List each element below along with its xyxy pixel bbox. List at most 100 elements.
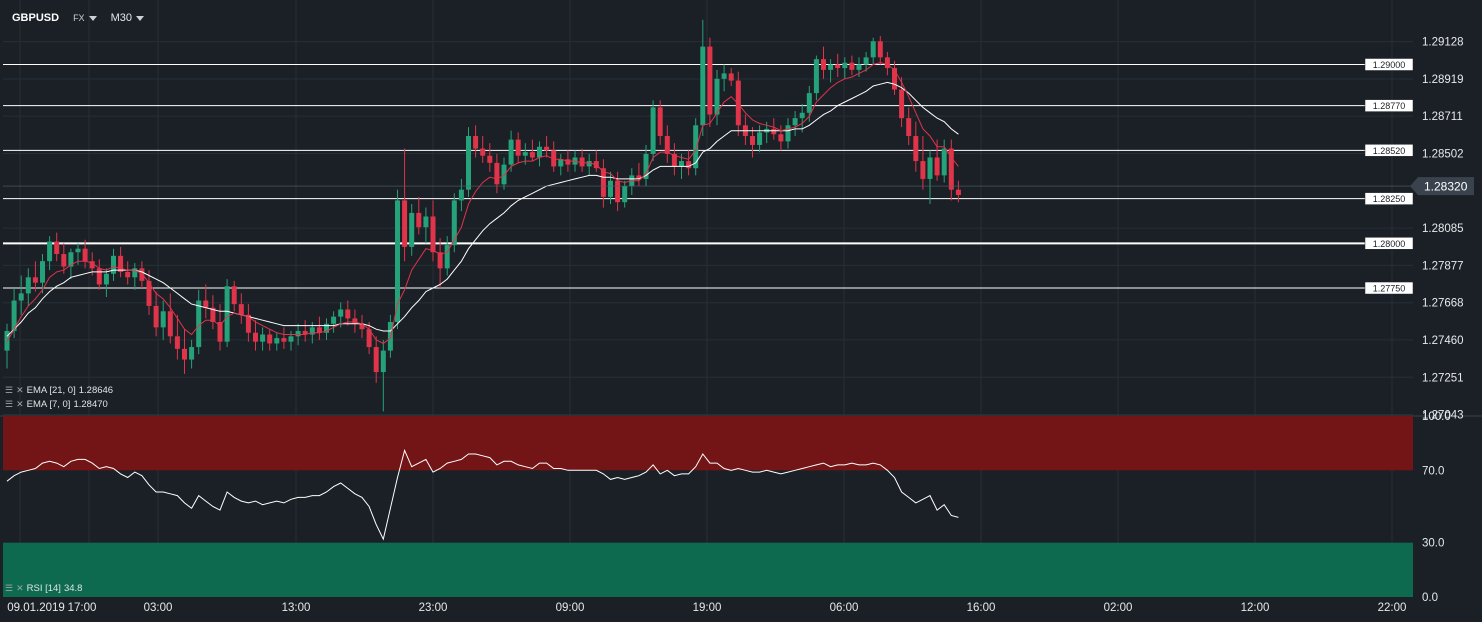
candle-body — [537, 146, 542, 158]
level-label-box[interactable] — [1364, 192, 1414, 205]
candle-body — [771, 128, 777, 135]
candle-body — [11, 300, 17, 331]
price-tick-label: 1.27668 — [1422, 298, 1464, 310]
candle-body — [359, 323, 365, 330]
candle-body — [224, 286, 230, 342]
price-tick-label: 1.28502 — [1422, 149, 1464, 161]
market-selector[interactable]: FX — [73, 12, 97, 24]
candle-body — [799, 112, 805, 119]
candle-body — [451, 200, 457, 246]
candle-body — [32, 277, 38, 283]
candle-body — [707, 46, 713, 115]
candle-body — [785, 125, 791, 142]
level-label-box[interactable] — [1364, 58, 1414, 71]
time-tick-label: 02:00 — [1104, 602, 1133, 614]
time-tick-label: 16:00 — [967, 602, 996, 614]
candle-body — [927, 157, 933, 179]
price-tick-label: 1.27877 — [1422, 260, 1464, 272]
candle-body — [458, 189, 464, 201]
rsi-oversold-zone — [3, 542, 1413, 597]
timeframe-selector[interactable]: M30 — [111, 12, 144, 24]
settings-lines-icon[interactable]: ☰ — [5, 385, 14, 395]
candle-body — [657, 107, 663, 137]
candle-body — [757, 132, 763, 145]
candle-body — [217, 322, 223, 342]
symbol-label[interactable]: GBPUSD — [12, 12, 60, 24]
candle-body — [395, 200, 400, 323]
candle-body — [68, 252, 74, 267]
candle-body — [82, 248, 88, 262]
candle-body — [238, 304, 244, 315]
candle-body — [437, 252, 443, 269]
chevron-down-icon — [88, 15, 97, 21]
candle-body — [778, 134, 784, 142]
candle-body — [253, 332, 258, 342]
candle-body — [352, 318, 358, 324]
horizontal-levels[interactable]: 1.29000 1.28770 1.28520 1.28250 1.28000 1.277… — [3, 58, 1414, 295]
ema21-label: EMA [21, 0] — [26, 385, 76, 396]
ema21-line — [6, 81, 959, 337]
candle-body — [366, 329, 372, 348]
candle-body — [494, 162, 500, 185]
close-icon[interactable]: ✕ — [16, 399, 24, 409]
candle-body — [96, 268, 102, 285]
time-tick-label: 13:00 — [282, 602, 311, 614]
candle-body — [18, 293, 24, 301]
time-tick-label: 19:00 — [693, 602, 722, 614]
candle-body — [89, 261, 95, 269]
candle-body — [189, 347, 195, 360]
candle-body — [75, 248, 81, 253]
level-label-box[interactable] — [1364, 99, 1414, 112]
timeframe-label: M30 — [110, 12, 132, 24]
settings-lines-icon[interactable]: ☰ — [5, 399, 14, 409]
level-label-box[interactable] — [1364, 281, 1414, 295]
candle-body — [245, 314, 251, 333]
candle-body — [118, 255, 124, 272]
level-label: 1.28250 — [1373, 194, 1406, 204]
current-price-label: 1.28320 — [1424, 180, 1468, 194]
candle-body — [416, 212, 422, 228]
candle-body — [586, 161, 592, 167]
candle-body — [40, 261, 45, 283]
chart-grid — [0, 0, 1482, 597]
candle-body — [948, 148, 954, 190]
price-tick-label: 1.28919 — [1422, 74, 1464, 86]
candle-body — [274, 338, 280, 344]
candle-body — [615, 180, 621, 203]
price-tick-label: 1.27460 — [1422, 335, 1464, 347]
ema21-legend[interactable]: ☰ ✕ EMA [21, 0] 1.28646 — [5, 385, 113, 396]
level-label-box[interactable] — [1364, 144, 1414, 157]
candle-body — [821, 59, 826, 70]
candle-body — [558, 159, 564, 167]
ema7-legend[interactable]: ☰ ✕ EMA [7, 0] 1.28470 — [5, 399, 108, 410]
settings-lines-icon[interactable]: ☰ — [5, 583, 14, 593]
chevron-down-icon — [135, 15, 144, 21]
candle-body — [544, 146, 550, 151]
close-icon[interactable]: ✕ — [16, 385, 24, 395]
price-tick-label: 1.27043 — [1422, 409, 1464, 421]
rsi-tick-label: 70.0 — [1422, 465, 1444, 477]
candle-body — [139, 268, 145, 281]
price-axis: 1.29128 1.28919 1.28711 1.28502 1.28085 1.278… — [1422, 37, 1464, 422]
level-label-box[interactable] — [1364, 237, 1414, 250]
time-axis: 09.01.2019 17:00 03:00 13:00 23:00 09:00 19:00… — [7, 602, 1406, 614]
candle-body — [182, 348, 187, 360]
candle-body — [501, 164, 507, 185]
candle-body — [529, 152, 535, 158]
candle-body — [260, 334, 266, 342]
current-price-marker: 1.28320 — [3, 177, 1474, 196]
rsi-legend[interactable]: ☰ ✕ RSI [14] 34.8 — [5, 583, 82, 594]
candle-body — [125, 271, 131, 278]
price-tick-label: 1.29128 — [1422, 37, 1464, 49]
close-icon[interactable]: ✕ — [16, 583, 24, 593]
candle-body — [828, 64, 834, 70]
candle-body — [906, 118, 912, 137]
candle-body — [728, 73, 734, 81]
candle-body — [61, 254, 67, 267]
candle-body — [146, 280, 152, 306]
time-tick-label: 03:00 — [144, 602, 173, 614]
time-tick-label: 12:00 — [1241, 602, 1270, 614]
candle-body — [913, 136, 919, 162]
candle-body — [714, 78, 720, 115]
